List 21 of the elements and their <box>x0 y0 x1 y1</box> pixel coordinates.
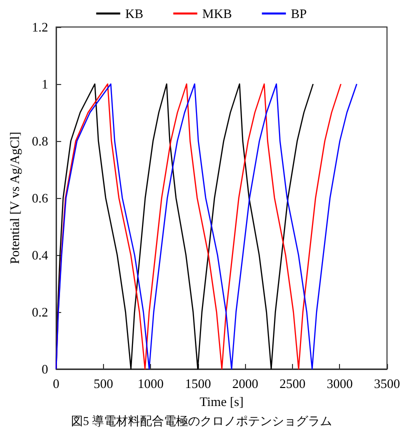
x-tick-label: 2500 <box>279 376 306 391</box>
x-tick-label: 500 <box>94 376 114 391</box>
caption: 図5 導電材料配合電極のクロノポテンショグラム <box>71 414 332 428</box>
x-tick-label: 3000 <box>326 376 353 391</box>
y-tick-label: 0.8 <box>32 134 48 148</box>
x-tick-label: 2000 <box>232 376 258 391</box>
legend-label: BP <box>290 6 307 21</box>
y-axis-title: Potential [V vs Ag/AgCl] <box>7 132 22 264</box>
y-tick-label: 0.4 <box>32 248 49 262</box>
y-tick-label: 0.2 <box>32 304 48 320</box>
legend-label: MKB <box>202 6 232 21</box>
x-tick-label: 3500 <box>374 376 400 391</box>
y-tick-label: 0.6 <box>32 190 49 206</box>
legend-label: KB <box>125 6 144 21</box>
x-axis-title: Time [s] <box>200 394 244 409</box>
y-tick-label: 1 <box>42 76 48 92</box>
y-tick-label: 0 <box>42 362 48 376</box>
x-tick-label: 0 <box>52 376 60 391</box>
x-tick-label: 1000 <box>138 376 164 391</box>
y-tick-label: 1.2 <box>32 20 48 34</box>
x-tick-label: 1500 <box>184 376 211 391</box>
